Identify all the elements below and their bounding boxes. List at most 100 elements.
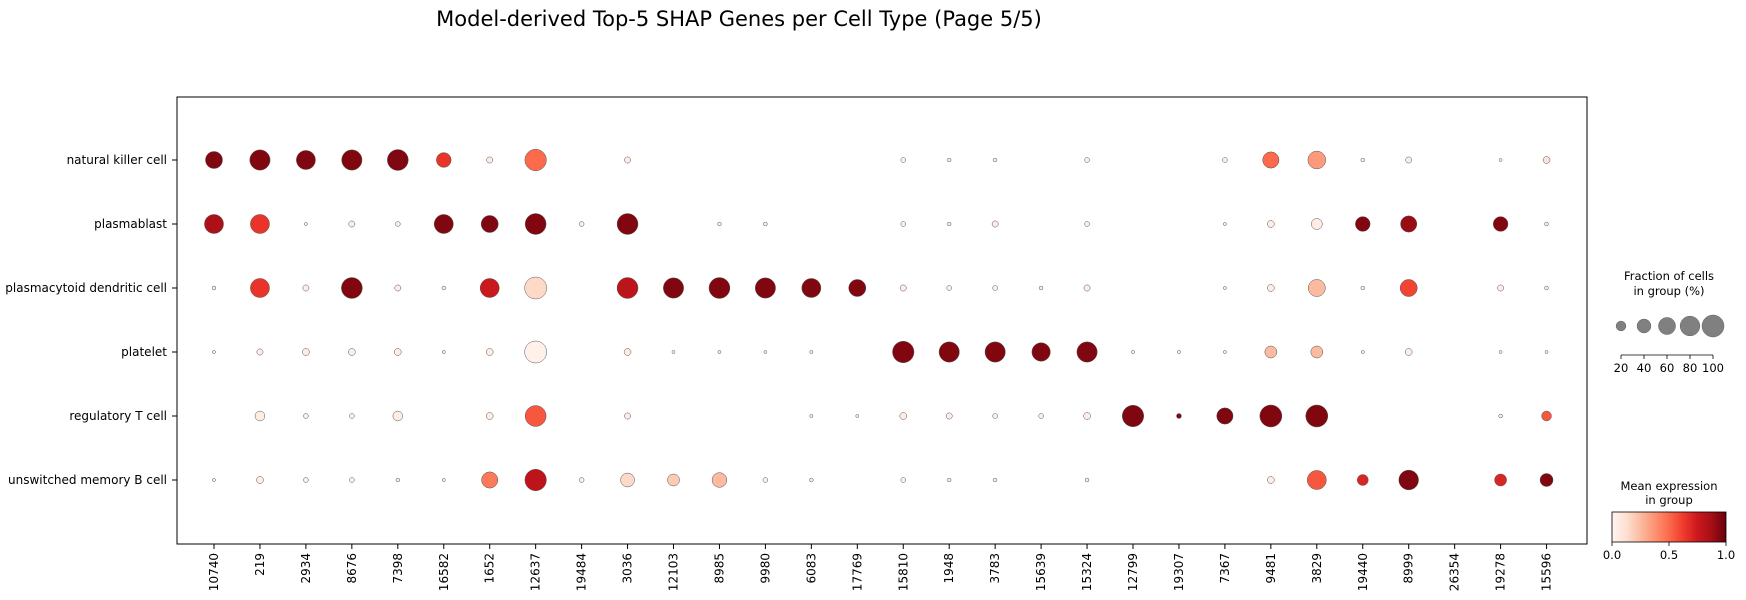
dot-point — [892, 341, 915, 363]
x-tick-label: 3829 — [1310, 553, 1324, 584]
x-tick-label: 8676 — [345, 553, 359, 584]
dot-point — [1492, 216, 1509, 232]
size-legend-label: 80 — [1683, 361, 1698, 375]
dot-point — [341, 277, 363, 299]
x-tick-label: 15324 — [1080, 553, 1094, 591]
color-legend-title-line1: Mean expression — [1620, 479, 1717, 493]
y-tick-label: platelet — [121, 345, 167, 359]
dot-point — [256, 476, 264, 484]
x-tick-label: 6083 — [804, 553, 818, 584]
x-tick-label: 12637 — [529, 553, 543, 591]
dot-point — [900, 157, 906, 163]
dot-point — [938, 341, 960, 363]
dot-point — [1400, 215, 1418, 233]
dot-point — [1542, 156, 1551, 164]
y-tick-label: plasmacytoid dendritic cell — [5, 281, 167, 295]
dot-point — [436, 152, 452, 168]
x-tick-label: 12799 — [1126, 553, 1140, 591]
dot-point — [1498, 350, 1503, 354]
dot-point — [1176, 413, 1182, 419]
dot-point — [624, 156, 631, 164]
dot-point — [1398, 469, 1419, 491]
dot-point — [485, 412, 494, 420]
dot-point — [250, 214, 270, 234]
dot-point — [1267, 220, 1275, 228]
dot-point — [303, 477, 309, 483]
x-tick-label: 17769 — [850, 553, 864, 591]
dot-point — [1498, 158, 1503, 162]
dot-point — [205, 151, 223, 169]
size-legend-label: 40 — [1637, 361, 1652, 375]
dot-point — [1084, 221, 1090, 227]
size-legend-title-line1: Fraction of cells — [1624, 269, 1714, 283]
dot-point — [755, 277, 776, 299]
dot-point — [1267, 284, 1275, 292]
x-tick-label: 15810 — [896, 553, 910, 591]
dot-point — [524, 405, 547, 427]
x-tick-label: 7367 — [1218, 553, 1232, 584]
dot-point — [1076, 341, 1098, 363]
dot-point — [1038, 413, 1044, 419]
dot-point — [620, 472, 635, 488]
dot-point — [578, 477, 585, 483]
dot-point — [992, 413, 998, 419]
dot-point — [249, 149, 271, 171]
dot-point — [1498, 413, 1503, 419]
dot-point — [1264, 345, 1278, 359]
size-legend-dot — [1679, 315, 1701, 337]
dot-point — [1131, 350, 1135, 354]
x-tick-label: 19484 — [575, 553, 589, 591]
x-tick-label: 16582 — [437, 553, 451, 591]
dot-point — [945, 412, 953, 420]
x-tick-label: 3783 — [988, 553, 1002, 584]
dot-point — [992, 285, 998, 291]
dot-point — [211, 285, 217, 291]
dot-point — [708, 277, 731, 299]
dot-point — [801, 278, 822, 298]
dot-point — [578, 221, 585, 227]
y-tick-label: plasmablast — [94, 217, 167, 231]
dot-point — [711, 472, 728, 488]
dot-point — [441, 478, 446, 482]
dot-point — [1222, 157, 1228, 163]
dot-point — [1541, 410, 1552, 422]
dot-point — [663, 277, 684, 299]
dot-point — [481, 471, 499, 489]
dot-point — [1122, 405, 1144, 427]
colorbar-label: 0.5 — [1660, 548, 1678, 562]
x-tick-label: 2934 — [299, 553, 313, 584]
dot-point — [304, 222, 308, 226]
dot-point — [524, 469, 547, 491]
dot-point — [485, 348, 494, 356]
dot-point — [1307, 150, 1326, 170]
dot-point — [441, 350, 446, 354]
dot-point — [1310, 345, 1324, 359]
x-tick-label: 12103 — [667, 553, 681, 591]
dot-point — [387, 149, 409, 171]
dot-point — [667, 473, 680, 487]
dot-point — [900, 477, 906, 483]
dot-point — [480, 215, 499, 233]
dot-point — [899, 284, 907, 292]
dot-point — [1404, 348, 1413, 356]
size-legend-label: 60 — [1660, 361, 1675, 375]
dot-point — [623, 348, 632, 356]
dot-point — [1360, 285, 1365, 291]
dot-point — [763, 350, 768, 354]
dot-point — [212, 350, 216, 354]
dot-layer — [204, 149, 1554, 491]
color-legend: Mean expression in group 0.0 0.5 1.0 — [1603, 479, 1735, 562]
dot-point — [1038, 285, 1044, 291]
dot-point — [984, 341, 1006, 363]
dot-point — [349, 413, 355, 419]
dot-point — [809, 477, 814, 483]
y-axis: natural killer cell plasmablast plasmacyto… — [5, 153, 177, 487]
dot-point — [1405, 156, 1413, 164]
dot-point — [809, 350, 814, 354]
dot-point — [1262, 151, 1280, 169]
x-tick-label: 26354 — [1448, 553, 1462, 591]
dot-point — [524, 340, 547, 364]
dot-point — [1544, 350, 1549, 354]
dot-point — [1084, 477, 1090, 483]
x-tick-label: 19440 — [1356, 553, 1370, 591]
